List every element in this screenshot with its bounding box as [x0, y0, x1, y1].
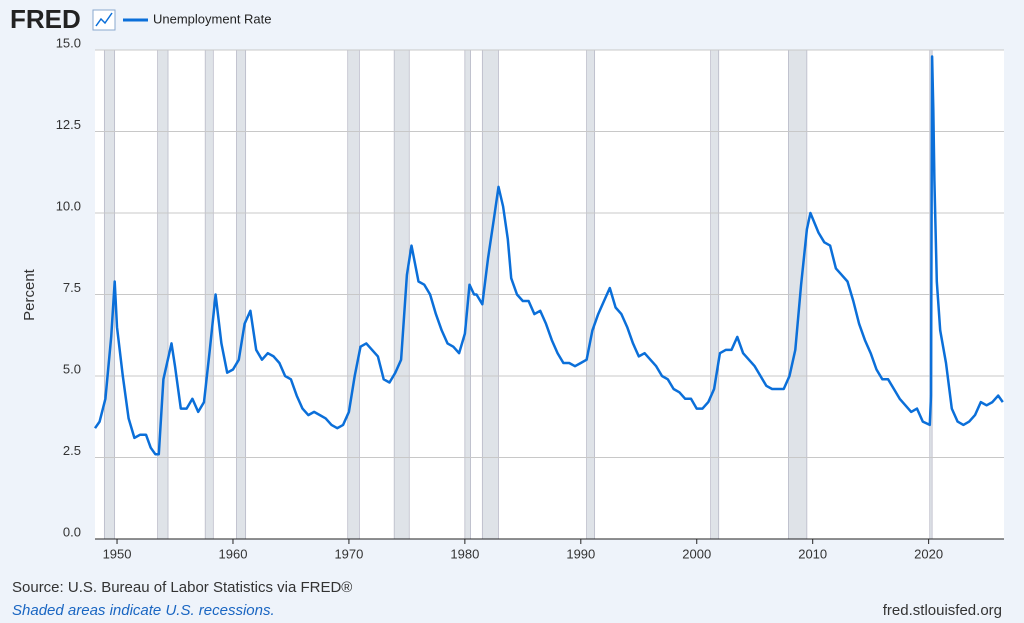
x-tick-label: 1960: [219, 546, 248, 561]
y-tick-label: 2.5: [63, 443, 81, 458]
logo: FRED: [10, 4, 81, 34]
source: Source: U.S. Bureau of Labor Statistics …: [12, 579, 352, 596]
y-tick-label: 0.0: [63, 524, 81, 539]
data-line: [93, 55, 1004, 456]
logo-icon: [92, 9, 116, 31]
y-tick-label: 10.0: [56, 198, 81, 213]
x-tick-label: 2000: [682, 546, 711, 561]
site: fred.stlouisfed.org: [883, 602, 1002, 619]
y-tick-label: 5.0: [63, 361, 81, 376]
x-tick-label: 2010: [798, 546, 827, 561]
x-tick-label: 1950: [103, 546, 132, 561]
x-tick-label: 1980: [450, 546, 479, 561]
legend-label: Unemployment Rate: [153, 11, 272, 26]
note: Shaded areas indicate U.S. recessions.: [12, 602, 275, 619]
y-axis-label: Percent: [21, 268, 38, 321]
x-tick-label: 2020: [914, 546, 943, 561]
y-tick-label: 7.5: [63, 280, 81, 295]
y-tick-label: 15.0: [56, 35, 81, 50]
y-tick-label: 12.5: [56, 117, 81, 132]
x-tick-label: 1990: [566, 546, 595, 561]
x-tick-label: 1970: [334, 546, 363, 561]
